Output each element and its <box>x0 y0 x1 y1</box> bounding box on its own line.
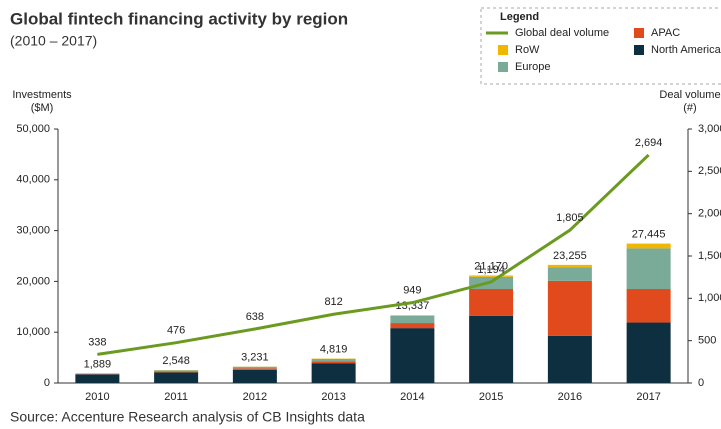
bar-segment <box>311 358 356 362</box>
bar-segment <box>547 335 592 383</box>
y-tick-label: 0 <box>44 377 50 389</box>
legend-label: APAC <box>651 27 680 39</box>
total-label: 3,231 <box>241 351 269 363</box>
bar-segment <box>390 323 435 329</box>
bar-segment <box>469 289 514 316</box>
total-label: 27,445 <box>632 228 666 240</box>
line-label: 949 <box>403 285 421 297</box>
x-tick-label: 2011 <box>164 391 188 403</box>
y2-tick-label: 2,000 <box>698 208 721 220</box>
bar-segment <box>626 289 671 323</box>
legend-title: Legend <box>500 11 539 23</box>
bar-segment <box>390 315 435 324</box>
bar-segment <box>626 248 671 290</box>
y-axis-label: Investments <box>12 89 72 101</box>
bar-segment <box>75 374 120 383</box>
bar-segment <box>232 369 277 383</box>
bar-segment <box>154 372 199 383</box>
legend-label: Europe <box>515 61 550 73</box>
x-tick-label: 2010 <box>85 391 109 403</box>
bar-segment <box>232 366 277 369</box>
bar-segment <box>547 267 592 281</box>
bar-segment <box>154 370 199 372</box>
line-label: 1,805 <box>556 212 584 224</box>
line-label: 1,194 <box>477 264 505 276</box>
bar-segment <box>626 322 671 383</box>
x-tick-label: 2013 <box>321 391 345 403</box>
bar-segment <box>626 243 671 249</box>
bar-segment <box>390 315 435 316</box>
legend-swatch <box>498 62 508 72</box>
chart-subtitle: (2010 – 2017) <box>10 33 97 49</box>
line-label: 476 <box>167 325 185 337</box>
total-label: 21,170 <box>474 260 508 272</box>
x-tick-label: 2015 <box>479 391 503 403</box>
y-tick-label: 20,000 <box>16 275 50 287</box>
y-tick-label: 30,000 <box>16 225 50 237</box>
line-label: 338 <box>88 336 106 348</box>
bar-segment <box>75 373 120 375</box>
bar-segment <box>154 371 199 373</box>
bar-segment <box>469 275 514 277</box>
line-label: 638 <box>246 311 264 323</box>
y2-tick-label: 1,500 <box>698 250 721 262</box>
legend-box <box>480 7 721 85</box>
legend-label: RoW <box>515 44 540 56</box>
line-label: 2,694 <box>635 137 663 149</box>
legend-swatch <box>634 45 644 55</box>
chart-title: Global fintech financing activity by reg… <box>10 9 348 28</box>
x-tick-label: 2017 <box>636 391 660 403</box>
bar-segment <box>547 280 592 336</box>
legend-label: Global deal volume <box>515 27 609 39</box>
y2-axis-label: (#) <box>683 102 696 114</box>
total-label: 4,819 <box>320 343 348 355</box>
bar-segment <box>469 315 514 383</box>
x-tick-label: 2012 <box>243 391 267 403</box>
line-series <box>97 153 650 356</box>
bar-segment <box>232 368 277 370</box>
line-label: 812 <box>324 296 342 308</box>
y-tick-label: 50,000 <box>16 123 50 135</box>
y2-tick-label: 2,500 <box>698 165 721 177</box>
bar-segment <box>547 264 592 268</box>
bar-segment <box>311 361 356 364</box>
y-tick-label: 40,000 <box>16 174 50 186</box>
bar-segment <box>311 363 356 383</box>
source: Source: Accenture Research analysis of C… <box>10 409 365 425</box>
y2-tick-label: 1,000 <box>698 292 721 304</box>
total-label: 23,255 <box>553 250 587 262</box>
x-tick-label: 2016 <box>558 391 582 403</box>
y2-axis-label: Deal volume <box>659 89 720 101</box>
y2-tick-label: 0 <box>698 377 704 389</box>
y2-tick-label: 500 <box>698 335 716 347</box>
legend-swatch <box>634 28 644 38</box>
legend-swatch <box>498 45 508 55</box>
total-label: 2,548 <box>162 355 190 367</box>
legend-label: North America <box>651 44 721 56</box>
y-axis-label: ($M) <box>31 102 54 114</box>
bar-segment <box>390 328 435 383</box>
x-tick-label: 2014 <box>400 391 424 403</box>
y2-tick-label: 3,000 <box>698 123 721 135</box>
y-tick-label: 10,000 <box>16 326 50 338</box>
total-label: 1,889 <box>84 358 112 370</box>
